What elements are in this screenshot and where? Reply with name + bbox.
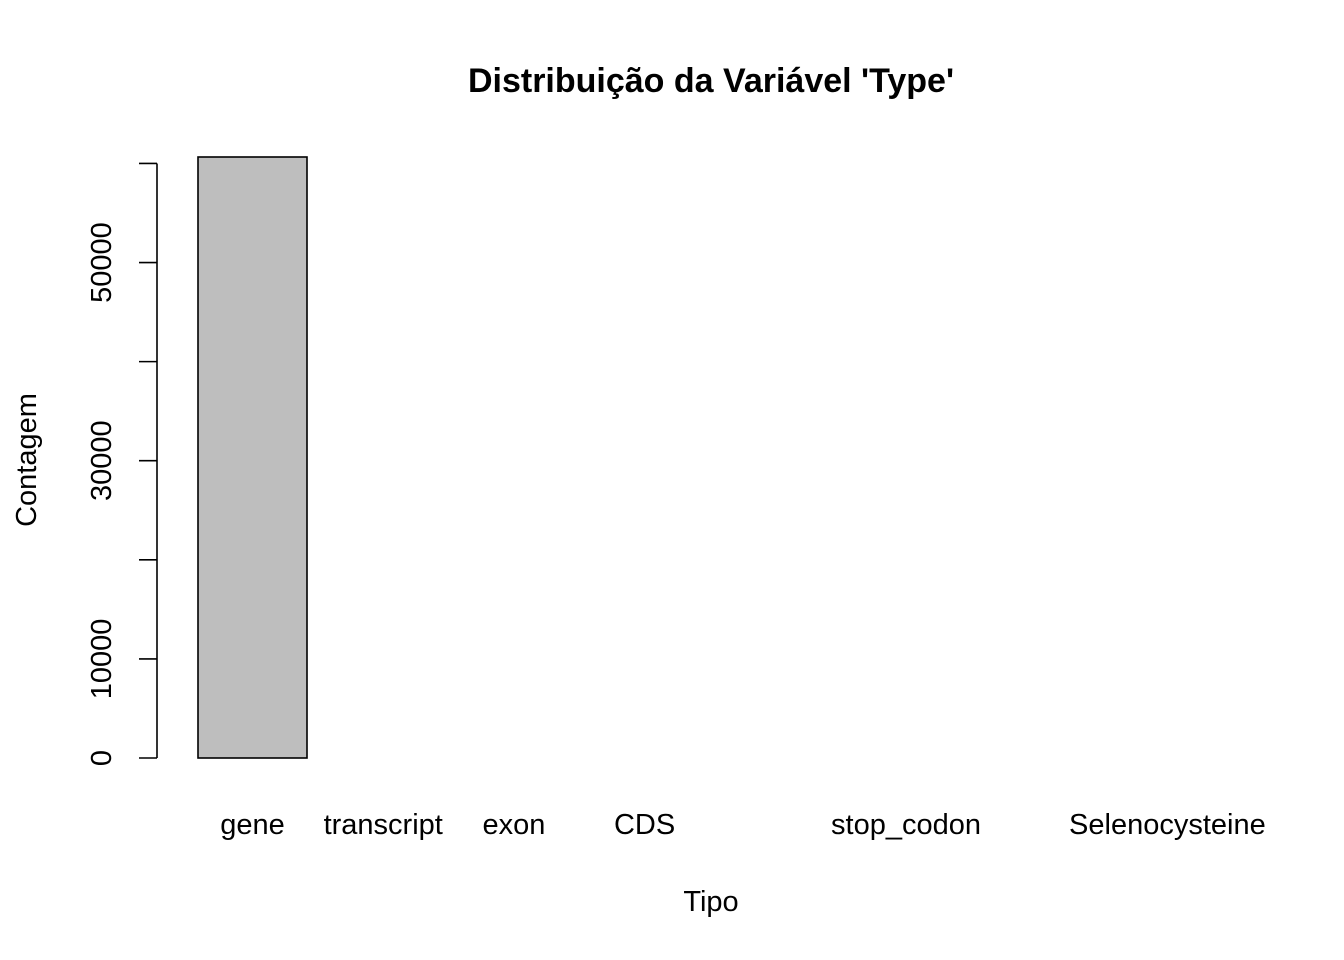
x-tick-label: stop_codon <box>831 809 981 841</box>
bar-gene <box>197 156 308 759</box>
x-tick-label: gene <box>220 809 285 841</box>
x-tick-label: transcript <box>324 809 443 841</box>
y-axis-label: Contagem <box>11 393 43 527</box>
x-tick-label: Selenocysteine <box>1069 809 1266 841</box>
x-tick-label: exon <box>482 809 545 841</box>
x-axis-label: Tipo <box>683 886 738 918</box>
chart-title: Distribuição da Variável 'Type' <box>468 62 954 100</box>
bars-group <box>197 156 308 759</box>
y-tick-label: 30000 <box>86 420 118 501</box>
y-tick-label: 10000 <box>86 619 118 700</box>
x-category-labels: gene transcript exon CDS stop_codon Selenocys… <box>220 809 1266 841</box>
x-tick-label: CDS <box>614 809 675 841</box>
y-tick-label: 0 <box>86 750 118 766</box>
y-axis: 0 10000 30000 50000 <box>86 162 158 766</box>
y-tick-label: 50000 <box>86 222 118 303</box>
